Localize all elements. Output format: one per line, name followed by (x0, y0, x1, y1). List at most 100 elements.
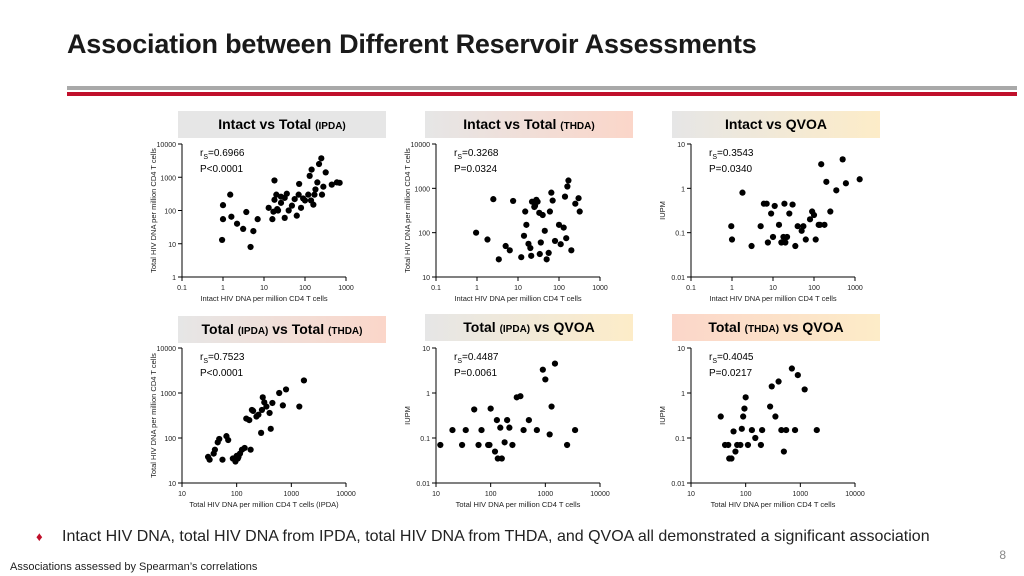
data-point (563, 441, 571, 449)
header-text: Total (708, 319, 741, 335)
data-point (276, 389, 283, 397)
data-point (821, 221, 828, 228)
data-point (791, 426, 799, 434)
data-point (740, 413, 747, 420)
data-point (728, 223, 735, 230)
data-point (548, 403, 555, 410)
x-tick-label: 1000 (338, 285, 354, 292)
data-point (206, 456, 213, 463)
data-point (748, 426, 755, 434)
data-point (818, 161, 825, 168)
data-point (310, 201, 317, 208)
data-point (291, 196, 298, 203)
data-point (501, 439, 508, 446)
data-point (293, 212, 300, 219)
y-tick-label: 1 (172, 275, 176, 282)
p-value-label: P=0.0217 (709, 368, 753, 379)
y-tick-label: 10000 (157, 142, 177, 149)
data-point (490, 196, 497, 203)
data-point (742, 394, 749, 401)
header-text: Intact vs Total (218, 116, 312, 132)
data-point (301, 197, 309, 204)
data-point (557, 241, 564, 248)
data-point (491, 448, 499, 455)
data-point (537, 239, 544, 246)
data-point (794, 371, 801, 379)
data-point (572, 200, 579, 207)
data-point (520, 426, 527, 434)
data-point (216, 435, 223, 443)
data-point (458, 441, 466, 449)
y-axis-label: Total HIV DNA per million CD4 T cells (149, 353, 158, 478)
spearman-r-label: rS=0.4045 (709, 352, 754, 365)
y-axis-label: Total HIV DNA per million CD4 T cells (149, 148, 158, 273)
x-tick-label: 10000 (590, 491, 610, 498)
data-point (783, 233, 791, 241)
header-subscript: (THDA) (744, 324, 780, 335)
data-point (259, 394, 266, 401)
panel-header-intact-vs-qvoa: Intact vs QVOA (672, 111, 880, 138)
data-point (297, 204, 305, 211)
data-point (225, 436, 232, 444)
data-point (271, 196, 278, 203)
x-tick-label: 100 (485, 491, 497, 498)
y-tick-label: 10 (168, 242, 176, 249)
x-tick-label: 0.1 (686, 285, 696, 292)
data-point (281, 214, 288, 221)
y-tick-label: 0.01 (671, 481, 685, 488)
data-point (228, 213, 235, 220)
data-point (475, 441, 482, 449)
spearman-r-value: =0.4487 (462, 352, 499, 363)
p-value-label: P<0.0001 (200, 164, 244, 175)
x-tick-label: 1000 (793, 491, 809, 498)
data-point (833, 187, 840, 194)
data-point (575, 195, 582, 202)
header-subscript: (IPDA) (315, 121, 346, 132)
data-point (472, 229, 480, 236)
x-tick-label: 100 (299, 285, 311, 292)
data-point (241, 444, 248, 452)
y-tick-label: 1000 (414, 186, 430, 193)
data-point (322, 169, 329, 176)
header-text-2: vs Total (272, 321, 325, 337)
spearman-r-symbol: r (454, 352, 458, 363)
spearman-r-symbol: r (200, 352, 204, 363)
data-point (810, 211, 818, 219)
data-point (296, 180, 303, 188)
data-point (728, 236, 736, 243)
data-point (565, 177, 572, 184)
y-tick-label: 0.1 (420, 436, 430, 443)
data-point (308, 166, 315, 173)
spearman-r-subscript: S (457, 358, 462, 365)
spearman-r-value: =0.3543 (717, 148, 754, 159)
y-axis-label: Total HIV DNA per million CD4 T cells (403, 148, 412, 273)
data-point (767, 403, 774, 410)
spearman-r-value: =0.6966 (208, 148, 245, 159)
y-tick-label: 100 (164, 436, 176, 443)
data-point (739, 189, 746, 196)
x-tick-label: 1000 (592, 285, 608, 292)
data-point (794, 223, 801, 230)
data-point (744, 441, 752, 449)
data-point (780, 448, 787, 455)
data-point (271, 177, 278, 184)
spearman-r-label: rS=0.7523 (200, 352, 245, 365)
data-point (764, 239, 771, 246)
x-tick-label: 1 (221, 285, 225, 292)
data-point (781, 200, 788, 207)
data-point (478, 426, 485, 434)
data-point (782, 239, 789, 246)
data-point (285, 207, 292, 214)
data-point (728, 455, 735, 462)
data-point (246, 416, 253, 424)
data-point (296, 403, 303, 410)
data-point (541, 227, 548, 234)
x-axis-label: Intact HIV DNA per million CD4 T cells (709, 294, 837, 303)
data-point (318, 155, 325, 162)
data-point (219, 456, 226, 463)
spearman-r-subscript: S (203, 154, 208, 161)
y-tick-label: 0.01 (671, 275, 685, 282)
data-point (471, 406, 478, 413)
data-point (768, 383, 775, 390)
